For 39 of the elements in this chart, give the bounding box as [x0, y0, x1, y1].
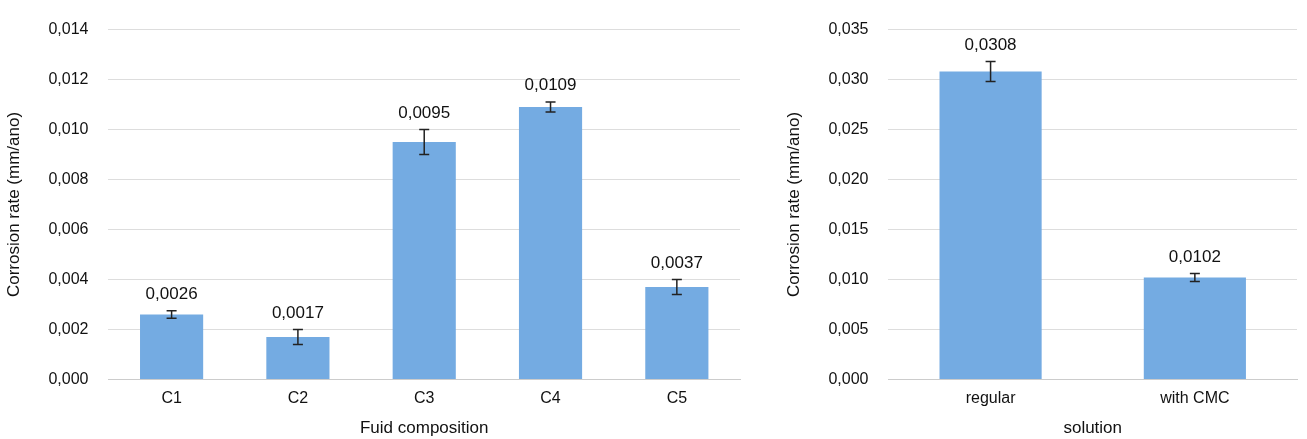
y-tick-label: 0,030	[828, 69, 869, 87]
y-tick-label: 0,012	[48, 69, 89, 87]
x-axis-title: solution	[1063, 418, 1123, 438]
y-tick-label: 0,020	[828, 169, 869, 187]
y-tick-label: 0,025	[828, 119, 869, 137]
bar	[392, 142, 456, 379]
y-tick-label: 0,000	[828, 369, 869, 387]
y-axis-title: Corrosion rate (mm/ano)	[3, 111, 23, 298]
bar	[266, 336, 330, 379]
y-tick-label: 0,010	[828, 269, 869, 287]
data-label: 0,0308	[964, 34, 1017, 54]
bar	[518, 107, 583, 379]
data-label: 0,0109	[524, 75, 577, 95]
data-label: 0,0017	[271, 302, 324, 322]
y-tick-label: 0,000	[48, 369, 89, 387]
y-tick-label: 0,008	[48, 169, 89, 187]
data-label: 0,0037	[650, 252, 703, 272]
x-tick-label: with CMC	[1159, 389, 1230, 407]
y-tick-label: 0,005	[828, 319, 869, 337]
x-tick-label: regular	[965, 389, 1017, 407]
y-tick-label: 0,004	[48, 269, 89, 287]
x-tick-label: C5	[666, 389, 688, 407]
y-tick-label: 0,006	[48, 219, 89, 237]
data-label: 0,0026	[145, 283, 198, 303]
data-label: 0,0102	[1168, 246, 1221, 266]
x-tick-label: C2	[287, 389, 309, 407]
x-tick-label: C4	[540, 389, 561, 407]
y-tick-label: 0,035	[828, 20, 869, 38]
data-label: 0,0095	[398, 102, 451, 122]
x-axis-title: Fuid composition	[359, 418, 489, 438]
x-tick-label: C1	[161, 389, 182, 407]
bar	[645, 286, 709, 379]
y-tick-label: 0,010	[48, 119, 89, 137]
x-tick-label: C3	[413, 389, 435, 407]
y-tick-label: 0,002	[48, 319, 89, 337]
y-tick-label: 0,014	[48, 20, 89, 38]
y-tick-label: 0,015	[828, 219, 869, 237]
y-axis-title: Corrosion rate (mm/ano)	[783, 111, 803, 298]
bar	[140, 314, 204, 379]
